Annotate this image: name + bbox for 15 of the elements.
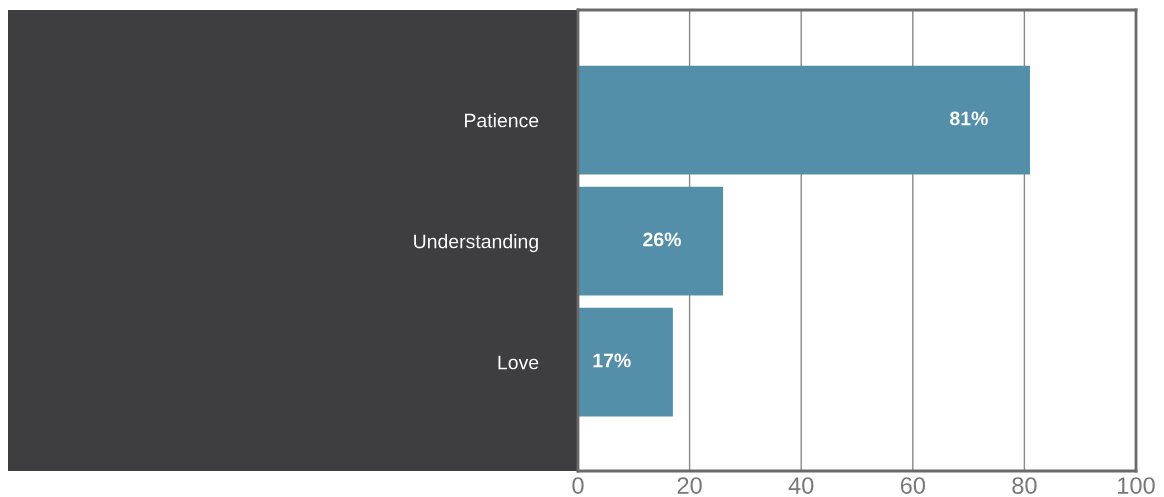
x-tick-label: 80 xyxy=(1012,477,1037,494)
x-tick-label: 20 xyxy=(677,477,702,494)
bar xyxy=(578,65,1030,175)
x-tick-label: 60 xyxy=(900,477,926,494)
data-label: 81% xyxy=(950,111,988,126)
y-tick-label: Patience xyxy=(465,113,539,128)
bar xyxy=(578,186,724,296)
data-label: 17% xyxy=(593,353,631,368)
y-tick-label: Understanding xyxy=(414,234,538,253)
x-tick-label: 0 xyxy=(572,477,584,494)
y-tick-label: Love xyxy=(498,355,539,370)
x-tick-label: 40 xyxy=(788,477,814,494)
bar xyxy=(578,307,673,417)
x-tick-label: 100 xyxy=(1118,477,1155,494)
data-label: 26% xyxy=(643,232,681,247)
